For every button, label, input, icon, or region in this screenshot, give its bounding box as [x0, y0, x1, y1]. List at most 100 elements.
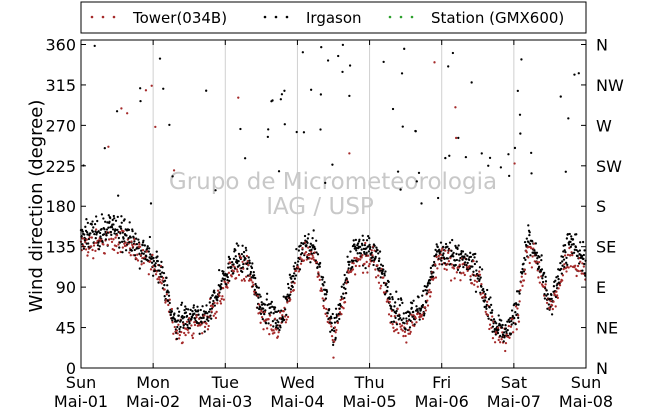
irgason-point	[154, 265, 157, 268]
tower-point	[203, 314, 206, 317]
irgason-point	[91, 230, 95, 233]
tower-point	[427, 291, 430, 294]
irgason-point	[212, 289, 216, 292]
tower-point	[377, 281, 381, 284]
tower-point	[150, 84, 153, 87]
tower-point	[95, 228, 98, 231]
irgason-point	[442, 252, 445, 255]
irgason-point	[113, 217, 116, 220]
irgason-point	[416, 309, 419, 312]
irgason-point	[133, 240, 136, 243]
irgason-point	[321, 276, 325, 279]
tower-point	[142, 261, 145, 265]
tower-point	[556, 296, 560, 299]
tower-point	[299, 256, 302, 259]
tower-point	[245, 254, 249, 258]
irgason-point	[120, 240, 124, 243]
tower-point	[165, 293, 169, 296]
y2-tick-label: SE	[596, 238, 616, 257]
irgason-point	[550, 297, 553, 300]
irgason-point	[496, 331, 500, 335]
irgason-point	[173, 312, 176, 315]
irgason-point	[562, 258, 566, 261]
irgason-point	[516, 89, 519, 93]
irgason-point	[383, 272, 386, 275]
tower-point	[311, 254, 314, 257]
tower-point	[219, 302, 223, 305]
irgason-point	[365, 251, 368, 254]
x-tick-label-date: Mai-01	[54, 392, 108, 409]
irgason-point	[165, 276, 168, 279]
tower-point	[321, 297, 324, 300]
irgason-point	[325, 290, 329, 293]
tower-point	[93, 241, 96, 245]
irgason-point	[334, 338, 337, 341]
irgason-point	[283, 89, 286, 92]
tower-point	[260, 316, 264, 319]
irgason-point	[119, 225, 122, 228]
legend-marker-irgason	[263, 15, 289, 19]
irgason-point	[478, 278, 481, 281]
irgason-point	[325, 293, 328, 296]
irgason-point	[125, 234, 128, 237]
irgason-point	[565, 256, 568, 260]
irgason-point	[559, 95, 562, 98]
irgason-point	[270, 300, 273, 303]
irgason-point	[346, 280, 350, 284]
irgason-point	[515, 290, 519, 293]
irgason-point	[457, 244, 460, 247]
tower-point	[162, 276, 165, 280]
irgason-point	[225, 283, 228, 286]
tower-point	[313, 251, 316, 254]
tower-point	[185, 320, 189, 323]
irgason-point	[436, 245, 439, 249]
irgason-point	[376, 248, 379, 252]
irgason-point	[456, 268, 460, 272]
irgason-point	[543, 297, 547, 300]
tower-point	[577, 269, 580, 273]
irgason-point	[306, 241, 309, 245]
tower-point	[336, 321, 339, 325]
irgason-point	[189, 308, 192, 312]
irgason-point	[518, 292, 521, 295]
tower-point	[421, 313, 424, 316]
tower-point	[551, 307, 554, 311]
irgason-point	[175, 337, 179, 341]
tower-point	[404, 334, 407, 338]
tower-point	[85, 238, 88, 241]
irgason-point	[514, 311, 517, 314]
irgason-point	[461, 258, 464, 261]
irgason-point	[500, 326, 504, 329]
irgason-point	[169, 313, 172, 317]
irgason-point	[510, 323, 513, 326]
tower-point	[250, 279, 253, 282]
irgason-point	[290, 277, 293, 280]
legend-box	[80, 1, 587, 34]
irgason-point	[116, 228, 119, 232]
tower-point	[530, 247, 533, 250]
irgason-point	[252, 271, 255, 274]
tower-point	[538, 281, 541, 284]
irgason-point	[211, 294, 214, 297]
irgason-point	[394, 301, 397, 304]
tower-point	[558, 284, 562, 287]
irgason-point	[370, 251, 373, 254]
tower-point	[307, 246, 310, 249]
irgason-point	[342, 283, 345, 286]
tower-point	[216, 302, 219, 305]
irgason-point	[295, 130, 298, 134]
irgason-point	[297, 249, 301, 252]
irgason-point	[567, 243, 571, 246]
y2-axis-labels: N NE E SE S SW W NW N	[596, 35, 624, 378]
x-tick-label-date: Mai-04	[270, 392, 324, 409]
tower-point	[550, 304, 554, 307]
irgason-point	[212, 299, 215, 303]
irgason-point	[404, 328, 407, 331]
irgason-point	[323, 281, 326, 284]
irgason-point	[319, 93, 323, 96]
tower-point	[552, 300, 555, 303]
irgason-point	[368, 247, 372, 251]
tower-point	[136, 259, 140, 262]
y2-tick-label: S	[596, 197, 606, 216]
irgason-point	[455, 258, 459, 262]
